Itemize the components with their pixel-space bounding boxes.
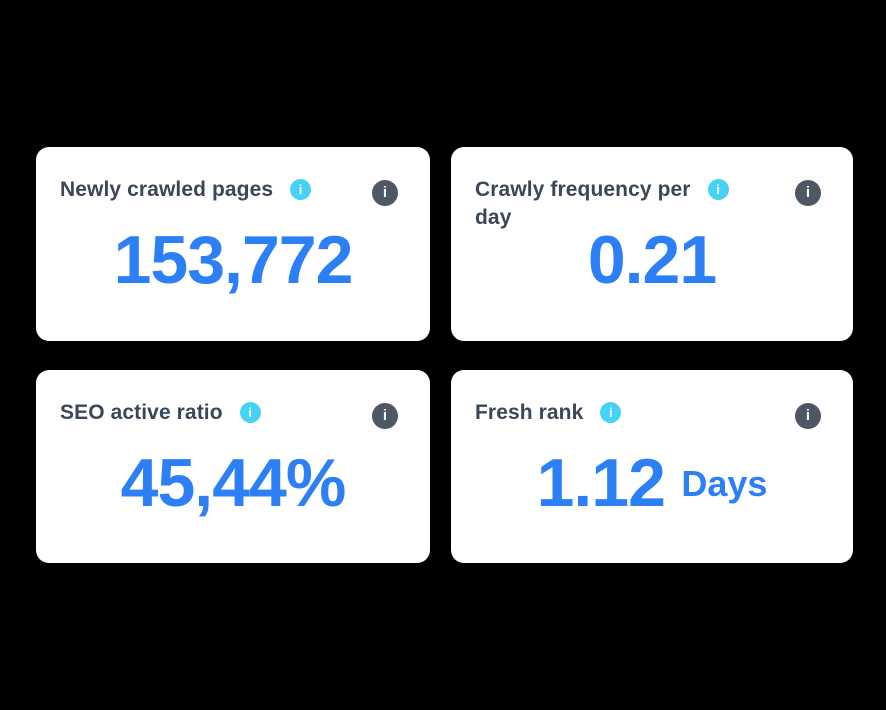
metric-cards-grid: Newly crawled pages i i 153,772 Crawly f… <box>36 147 853 563</box>
metric-unit: Days <box>681 463 768 504</box>
metric-card-fresh-rank: Fresh rank i i 1.12 Days <box>451 370 853 563</box>
metric-title-line2: day <box>475 205 512 229</box>
metric-title: Newly crawled pages <box>60 177 274 201</box>
metric-card-newly-crawled-pages: Newly crawled pages i i 153,772 <box>36 147 430 341</box>
info-circle-icon[interactable]: i <box>372 180 398 206</box>
metric-card-seo-active-ratio: SEO active ratio i i 45,44% <box>36 370 430 563</box>
info-icon[interactable]: i <box>239 401 261 423</box>
info-icon[interactable]: i <box>707 178 729 200</box>
metric-title-block: SEO active ratio i <box>60 398 332 426</box>
info-icon[interactable]: i <box>600 401 622 423</box>
info-icon[interactable]: i <box>290 178 312 200</box>
info-circle-icon[interactable]: i <box>795 403 821 429</box>
metric-value-row: 1.12 Days <box>451 449 853 517</box>
metric-title: Crawly frequency per <box>475 177 691 201</box>
info-circle-icon[interactable]: i <box>372 403 398 429</box>
metric-value-row: 45,44% <box>36 449 430 517</box>
metric-value: 0.21 <box>587 222 717 298</box>
metric-value-row: 153,772 <box>36 226 430 294</box>
metric-title-block: Crawly frequency per i day <box>475 175 747 231</box>
info-circle-icon[interactable]: i <box>795 180 821 206</box>
metric-title: Fresh rank <box>475 400 584 424</box>
metric-value: 45,44% <box>120 445 347 521</box>
metric-value: 1.12 <box>536 445 666 521</box>
metric-title-block: Fresh rank i <box>475 398 747 426</box>
metric-card-crawl-frequency: Crawly frequency per i day i 0.21 <box>451 147 853 341</box>
metric-value-row: 0.21 <box>451 226 853 294</box>
metric-title: SEO active ratio <box>60 400 223 424</box>
metric-title-block: Newly crawled pages i <box>60 175 332 203</box>
metric-value: 153,772 <box>113 222 354 298</box>
